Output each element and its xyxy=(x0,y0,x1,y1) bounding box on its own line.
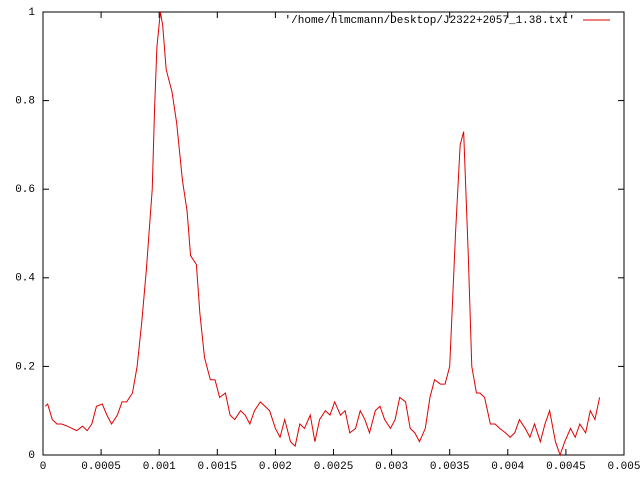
x-tick-label: 0.0035 xyxy=(430,461,470,473)
x-tick-label: 0.003 xyxy=(375,461,408,473)
x-tick-label: 0.0045 xyxy=(546,461,586,473)
x-tick-label: 0.0015 xyxy=(197,461,237,473)
plot-border xyxy=(42,11,625,456)
x-tick-label: 0.005 xyxy=(607,461,640,473)
y-tick-label: 0.4 xyxy=(15,273,35,285)
x-tick-label: 0 xyxy=(40,461,47,473)
y-tick-label: 0.6 xyxy=(15,184,35,196)
data-line xyxy=(44,11,601,457)
y-tick-label: 0.2 xyxy=(15,361,35,373)
x-tick-label: 0.004 xyxy=(491,461,524,473)
x-tick-label: 0.001 xyxy=(143,461,176,473)
x-tick-label: 0.0025 xyxy=(314,461,354,473)
x-tick-label: 0.002 xyxy=(259,461,292,473)
legend-label: '/home/nlmcmann/Desktop/J2322+2057_1.38.… xyxy=(285,15,575,27)
y-tick-label: 1 xyxy=(28,7,35,19)
y-tick-label: 0 xyxy=(28,450,35,462)
x-tick-label: 0.0005 xyxy=(81,461,121,473)
y-tick-label: 0.8 xyxy=(15,96,35,108)
